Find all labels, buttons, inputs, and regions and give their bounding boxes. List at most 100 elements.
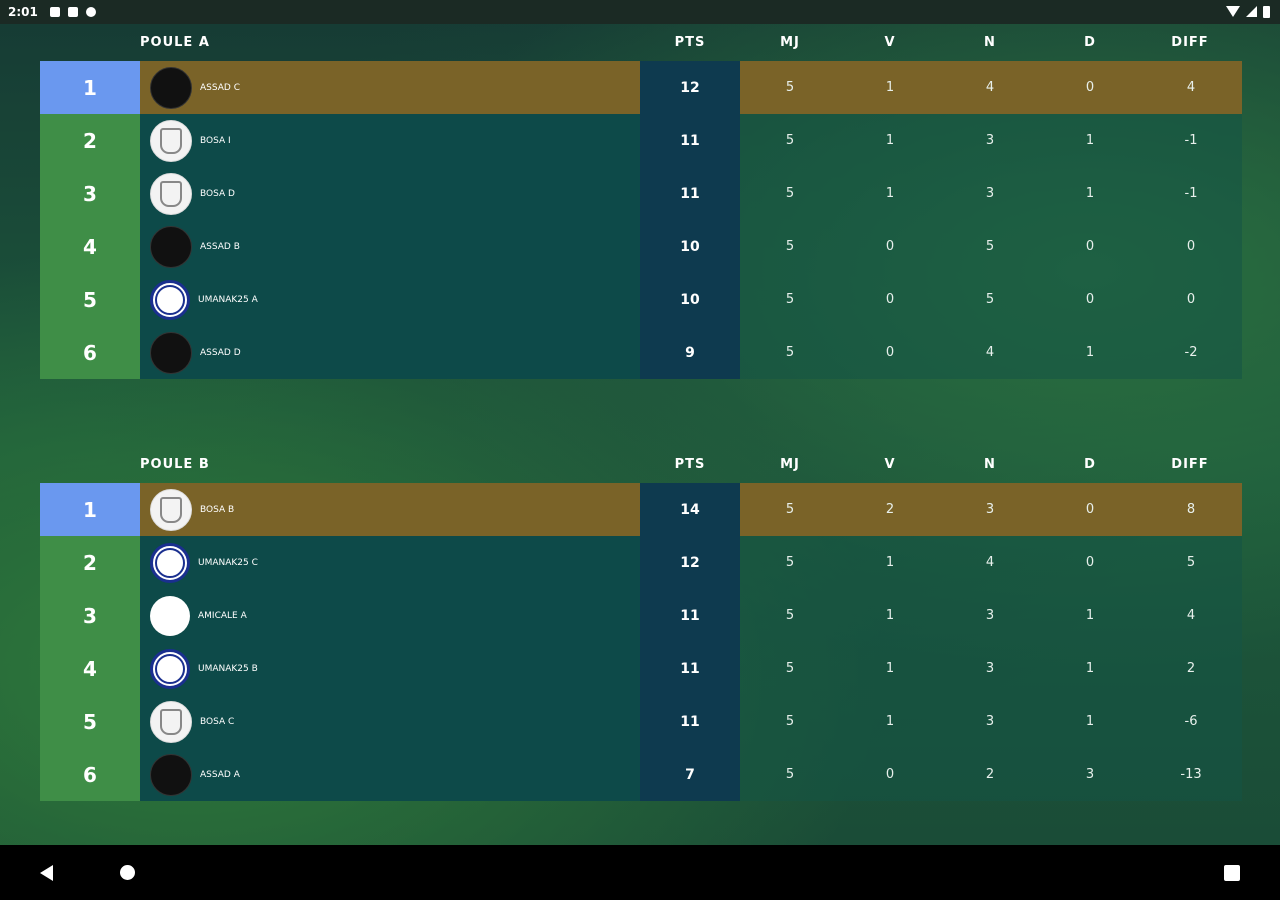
stat-mj: 5 <box>785 767 795 782</box>
team-name: ASSAD B <box>200 241 240 252</box>
asad-logo <box>150 753 192 796</box>
back-icon[interactable] <box>40 865 53 881</box>
stats-group: 5 1 3 1 -1 <box>740 114 1242 167</box>
stat-n: 4 <box>985 555 995 570</box>
rank-cell: 5 <box>40 695 140 748</box>
stat-n: 3 <box>985 661 995 676</box>
column-header-v: V <box>884 35 896 50</box>
table-row[interactable]: 6 ASSAD D 9 5 0 4 1 -2 <box>40 326 1242 379</box>
team-name: BOSA D <box>200 188 235 199</box>
table-row[interactable]: 4 UMANAK25 B 11 5 1 3 1 2 <box>40 642 1242 695</box>
stat-v: 0 <box>885 239 895 254</box>
poule-header: POULE B PTS MJ V N D DIFF <box>40 447 1242 483</box>
team-name: ASSAD A <box>200 769 240 780</box>
home-icon[interactable] <box>120 865 135 880</box>
team-name: BOSA I <box>200 135 231 146</box>
stat-d: 0 <box>1085 80 1095 95</box>
bosa-logo <box>150 172 192 215</box>
table-row[interactable]: 2 BOSA I 11 5 1 3 1 -1 <box>40 114 1242 167</box>
stat-n: 4 <box>985 80 995 95</box>
column-header-n: N <box>984 35 996 50</box>
stats-group: 5 1 3 1 2 <box>740 642 1242 695</box>
points-cell: 10 <box>640 220 740 273</box>
stat-diff: -1 <box>1184 133 1198 148</box>
table-row[interactable]: 2 UMANAK25 C 12 5 1 4 0 5 <box>40 536 1242 589</box>
poule-title: POULE B <box>140 457 210 472</box>
wifi-icon <box>1226 6 1240 17</box>
table-row[interactable]: 1 BOSA B 14 5 2 3 0 8 <box>40 483 1242 536</box>
team-cell: ASSAD A <box>140 748 640 801</box>
rank-cell: 6 <box>40 748 140 801</box>
poule-title: POULE A <box>140 35 210 50</box>
stat-n: 5 <box>985 292 995 307</box>
stat-n: 3 <box>985 502 995 517</box>
inter-logo <box>150 648 190 689</box>
table-row[interactable]: 5 UMANAK25 A 10 5 0 5 0 0 <box>40 273 1242 326</box>
table-row[interactable]: 5 BOSA C 11 5 1 3 1 -6 <box>40 695 1242 748</box>
table-row[interactable]: 3 AMICALE A 11 5 1 3 1 4 <box>40 589 1242 642</box>
points-cell: 11 <box>640 167 740 220</box>
rank-cell: 1 <box>40 483 140 536</box>
bosa-logo <box>150 700 192 743</box>
column-header-pts: PTS <box>674 35 706 50</box>
stat-diff: -13 <box>1180 767 1202 782</box>
stat-diff: -6 <box>1184 714 1198 729</box>
stat-v: 1 <box>885 661 895 676</box>
navigation-bar <box>0 845 1280 900</box>
points-cell: 11 <box>640 642 740 695</box>
asad-logo <box>150 225 192 268</box>
stat-mj: 5 <box>785 239 795 254</box>
poule-a-section: POULE A PTS MJ V N D DIFF 1 ASSAD C 12 5 1 4 0 4 2 BOSA … <box>40 25 1242 379</box>
column-header-n: N <box>984 457 996 472</box>
stat-diff: -2 <box>1184 345 1198 360</box>
stats-group: 5 2 3 0 8 <box>740 483 1242 536</box>
asad-logo <box>150 331 192 374</box>
standings-table: 1 ASSAD C 12 5 1 4 0 4 2 BOSA I 11 5 1 3 1 -1 3 BOSA D 11 5… <box>40 61 1242 379</box>
points-cell: 9 <box>640 326 740 379</box>
stats-group: 5 0 2 3 -13 <box>740 748 1242 801</box>
team-name: ASSAD D <box>200 347 241 358</box>
team-name: BOSA C <box>200 716 235 727</box>
table-row[interactable]: 4 ASSAD B 10 5 0 5 0 0 <box>40 220 1242 273</box>
stat-d: 3 <box>1085 767 1095 782</box>
team-name: AMICALE A <box>198 610 247 621</box>
table-row[interactable]: 6 ASSAD A 7 5 0 2 3 -13 <box>40 748 1242 801</box>
stat-v: 0 <box>885 292 895 307</box>
stat-d: 1 <box>1085 345 1095 360</box>
rank-cell: 6 <box>40 326 140 379</box>
stat-mj: 5 <box>785 714 795 729</box>
standings-table: 1 BOSA B 14 5 2 3 0 8 2 UMANAK25 C 12 5 1 4 0 5 3 AMICALE… <box>40 483 1242 801</box>
stat-diff: -1 <box>1184 186 1198 201</box>
stat-diff: 2 <box>1186 661 1196 676</box>
team-cell: BOSA B <box>140 483 640 536</box>
status-indicators <box>1226 6 1270 18</box>
recent-apps-icon[interactable] <box>1224 865 1240 881</box>
team-cell: ASSAD C <box>140 61 640 114</box>
column-header-d: D <box>1084 457 1096 472</box>
team-cell: UMANAK25 C <box>140 536 640 589</box>
stat-mj: 5 <box>785 661 795 676</box>
stats-group: 5 1 4 0 5 <box>740 536 1242 589</box>
stat-n: 3 <box>985 133 995 148</box>
column-header-v: V <box>884 457 896 472</box>
team-cell: BOSA D <box>140 167 640 220</box>
bosa-logo <box>150 488 192 531</box>
stat-mj: 5 <box>785 345 795 360</box>
points-cell: 11 <box>640 695 740 748</box>
table-row[interactable]: 3 BOSA D 11 5 1 3 1 -1 <box>40 167 1242 220</box>
stat-mj: 5 <box>785 555 795 570</box>
stat-d: 0 <box>1085 239 1095 254</box>
stat-mj: 5 <box>785 608 795 623</box>
rank-cell: 1 <box>40 61 140 114</box>
stat-v: 2 <box>885 502 895 517</box>
points-cell: 10 <box>640 273 740 326</box>
table-row[interactable]: 1 ASSAD C 12 5 1 4 0 4 <box>40 61 1242 114</box>
poule-header: POULE A PTS MJ V N D DIFF <box>40 25 1242 61</box>
sim-card-icon <box>67 7 78 17</box>
stats-group: 5 0 5 0 0 <box>740 273 1242 326</box>
team-name: ASSAD C <box>200 82 240 93</box>
stat-v: 1 <box>885 80 895 95</box>
stat-diff: 0 <box>1186 292 1196 307</box>
stat-v: 1 <box>885 555 895 570</box>
stats-group: 5 1 3 1 -6 <box>740 695 1242 748</box>
